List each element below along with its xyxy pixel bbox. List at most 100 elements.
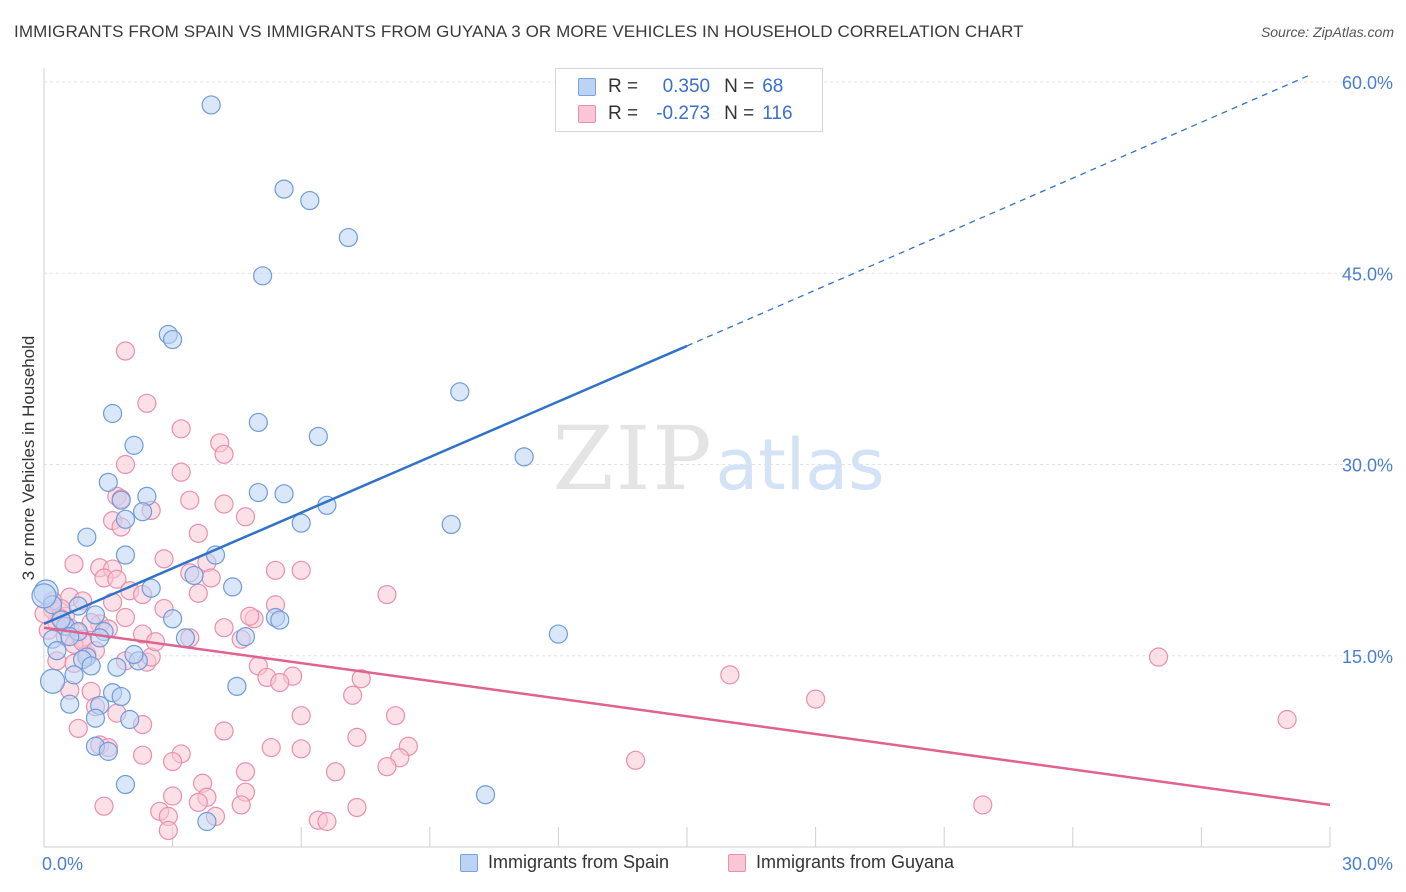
spain-legend-label: Immigrants from Spain [488, 852, 670, 872]
spain-point-17 [274, 484, 294, 504]
spain-point-2 [300, 190, 320, 211]
spain-point-45 [81, 656, 101, 676]
spain-point-14 [111, 490, 131, 510]
guyana-legend-swatch [728, 853, 746, 872]
spain-point-53 [60, 694, 80, 714]
guyana-point-83 [625, 750, 646, 770]
spain-trend-line [43, 344, 688, 626]
guyana-point-26 [107, 569, 127, 589]
n-label: N = [724, 103, 755, 124]
spain-point-49 [39, 668, 66, 694]
guyana-point-86 [235, 762, 256, 782]
x-tick-label-max: 30.0% [1342, 854, 1393, 874]
guyana-point-87 [325, 762, 346, 782]
spain-points [31, 95, 569, 832]
spain-point-21 [291, 513, 311, 533]
guyana-point-4 [214, 444, 234, 464]
grid-lines [44, 81, 1392, 657]
y-axis-label: 3 or more Vehicles in Household [19, 336, 38, 581]
spain-point-26 [184, 565, 204, 586]
spain-point-3 [338, 227, 358, 248]
spain-point-1 [274, 179, 294, 199]
r-label: R = [608, 103, 639, 124]
x-tick-label-min: 0.0% [42, 854, 83, 874]
spain-point-65 [90, 628, 110, 648]
guyana-point-100 [317, 811, 337, 832]
spain-point-22 [441, 514, 461, 535]
spain-point-0 [201, 95, 221, 115]
guyana-point-62 [1148, 647, 1169, 667]
spain-point-7 [450, 382, 470, 402]
guyana-legend-label: Immigrants from Guyana [756, 852, 955, 872]
legend-item-spain[interactable]: Immigrants from Spain [460, 852, 669, 873]
guyana-point-75 [261, 737, 281, 758]
guyana-point-93 [94, 796, 114, 816]
guyana-point-23 [291, 560, 311, 580]
spain-point-24 [115, 545, 136, 565]
r-label: R = [608, 76, 639, 97]
guyana-point-12 [235, 507, 256, 527]
spain-point-59 [98, 741, 118, 761]
watermark-atlas: atlas [715, 424, 884, 506]
spain-point-48 [64, 665, 84, 685]
axes [43, 68, 1331, 848]
spain-swatch [578, 78, 596, 96]
spain-point-52 [111, 686, 131, 707]
y-tick-label-15: 15.0% [1342, 647, 1393, 667]
guyana-point-61 [720, 665, 740, 685]
guyana-point-84 [163, 751, 183, 772]
legend-item-guyana[interactable]: Immigrants from Guyana [728, 852, 954, 873]
y-tick-label-45: 45.0% [1342, 264, 1393, 284]
guyana-point-73 [68, 718, 88, 739]
guyana-point-68 [291, 706, 311, 726]
spain-point-18 [132, 502, 153, 522]
spain-point-27 [223, 577, 243, 597]
spain-point-46 [107, 657, 127, 677]
guyana-point-8 [180, 490, 200, 510]
spain-point-42 [47, 641, 67, 661]
spain-point-6 [163, 329, 183, 350]
spain-legend-swatch [460, 853, 478, 872]
guyana-point-25 [201, 568, 221, 588]
guyana-point-63 [343, 685, 363, 705]
y-tick-label-30: 30.0% [1342, 456, 1393, 476]
guyana-r-value: -0.273 [656, 103, 711, 124]
spain-point-50 [227, 676, 247, 696]
spain-point-67 [124, 644, 144, 665]
guyana-point-69 [385, 706, 406, 726]
spain-point-20 [115, 509, 136, 529]
spain-point-16 [248, 482, 268, 503]
spain-point-4 [253, 266, 273, 286]
spain-point-11 [124, 435, 144, 455]
spain-point-8 [102, 403, 123, 424]
guyana-point-64 [805, 689, 826, 709]
spain-point-13 [98, 472, 118, 492]
watermark: ZIP atlas [552, 407, 884, 510]
n-label: N = [724, 76, 755, 97]
spain-point-61 [475, 785, 496, 805]
guyana-point-10 [214, 494, 234, 514]
guyana-point-111 [188, 583, 208, 603]
guyana-point-15 [188, 523, 208, 543]
guyana-point-85 [377, 757, 397, 777]
guyana-point-22 [265, 560, 286, 580]
spain-point-9 [248, 412, 268, 433]
guyana-point-74 [347, 727, 367, 747]
guyana-point-96 [347, 797, 367, 818]
spain-point-55 [85, 708, 106, 728]
guyana-point-90 [163, 786, 183, 806]
guyana-point-1 [137, 393, 157, 413]
legend-row-guyana: R = -0.273 N = 116 [578, 102, 793, 126]
guyana-point-36 [115, 607, 136, 628]
series-legend: Immigrants from Spain Immigrants from Gu… [0, 852, 1406, 876]
guyana-point-0 [115, 341, 136, 361]
guyana-point-72 [214, 721, 234, 741]
spain-point-12 [514, 447, 534, 467]
chart-title: IMMIGRANTS FROM SPAIN VS IMMIGRANTS FROM… [14, 22, 1024, 41]
spain-n-value: 68 [762, 76, 784, 97]
spain-point-57 [548, 624, 569, 644]
guyana-point-60 [351, 669, 371, 689]
spain-r-value: 0.350 [662, 76, 711, 97]
spain-point-39 [175, 628, 196, 648]
